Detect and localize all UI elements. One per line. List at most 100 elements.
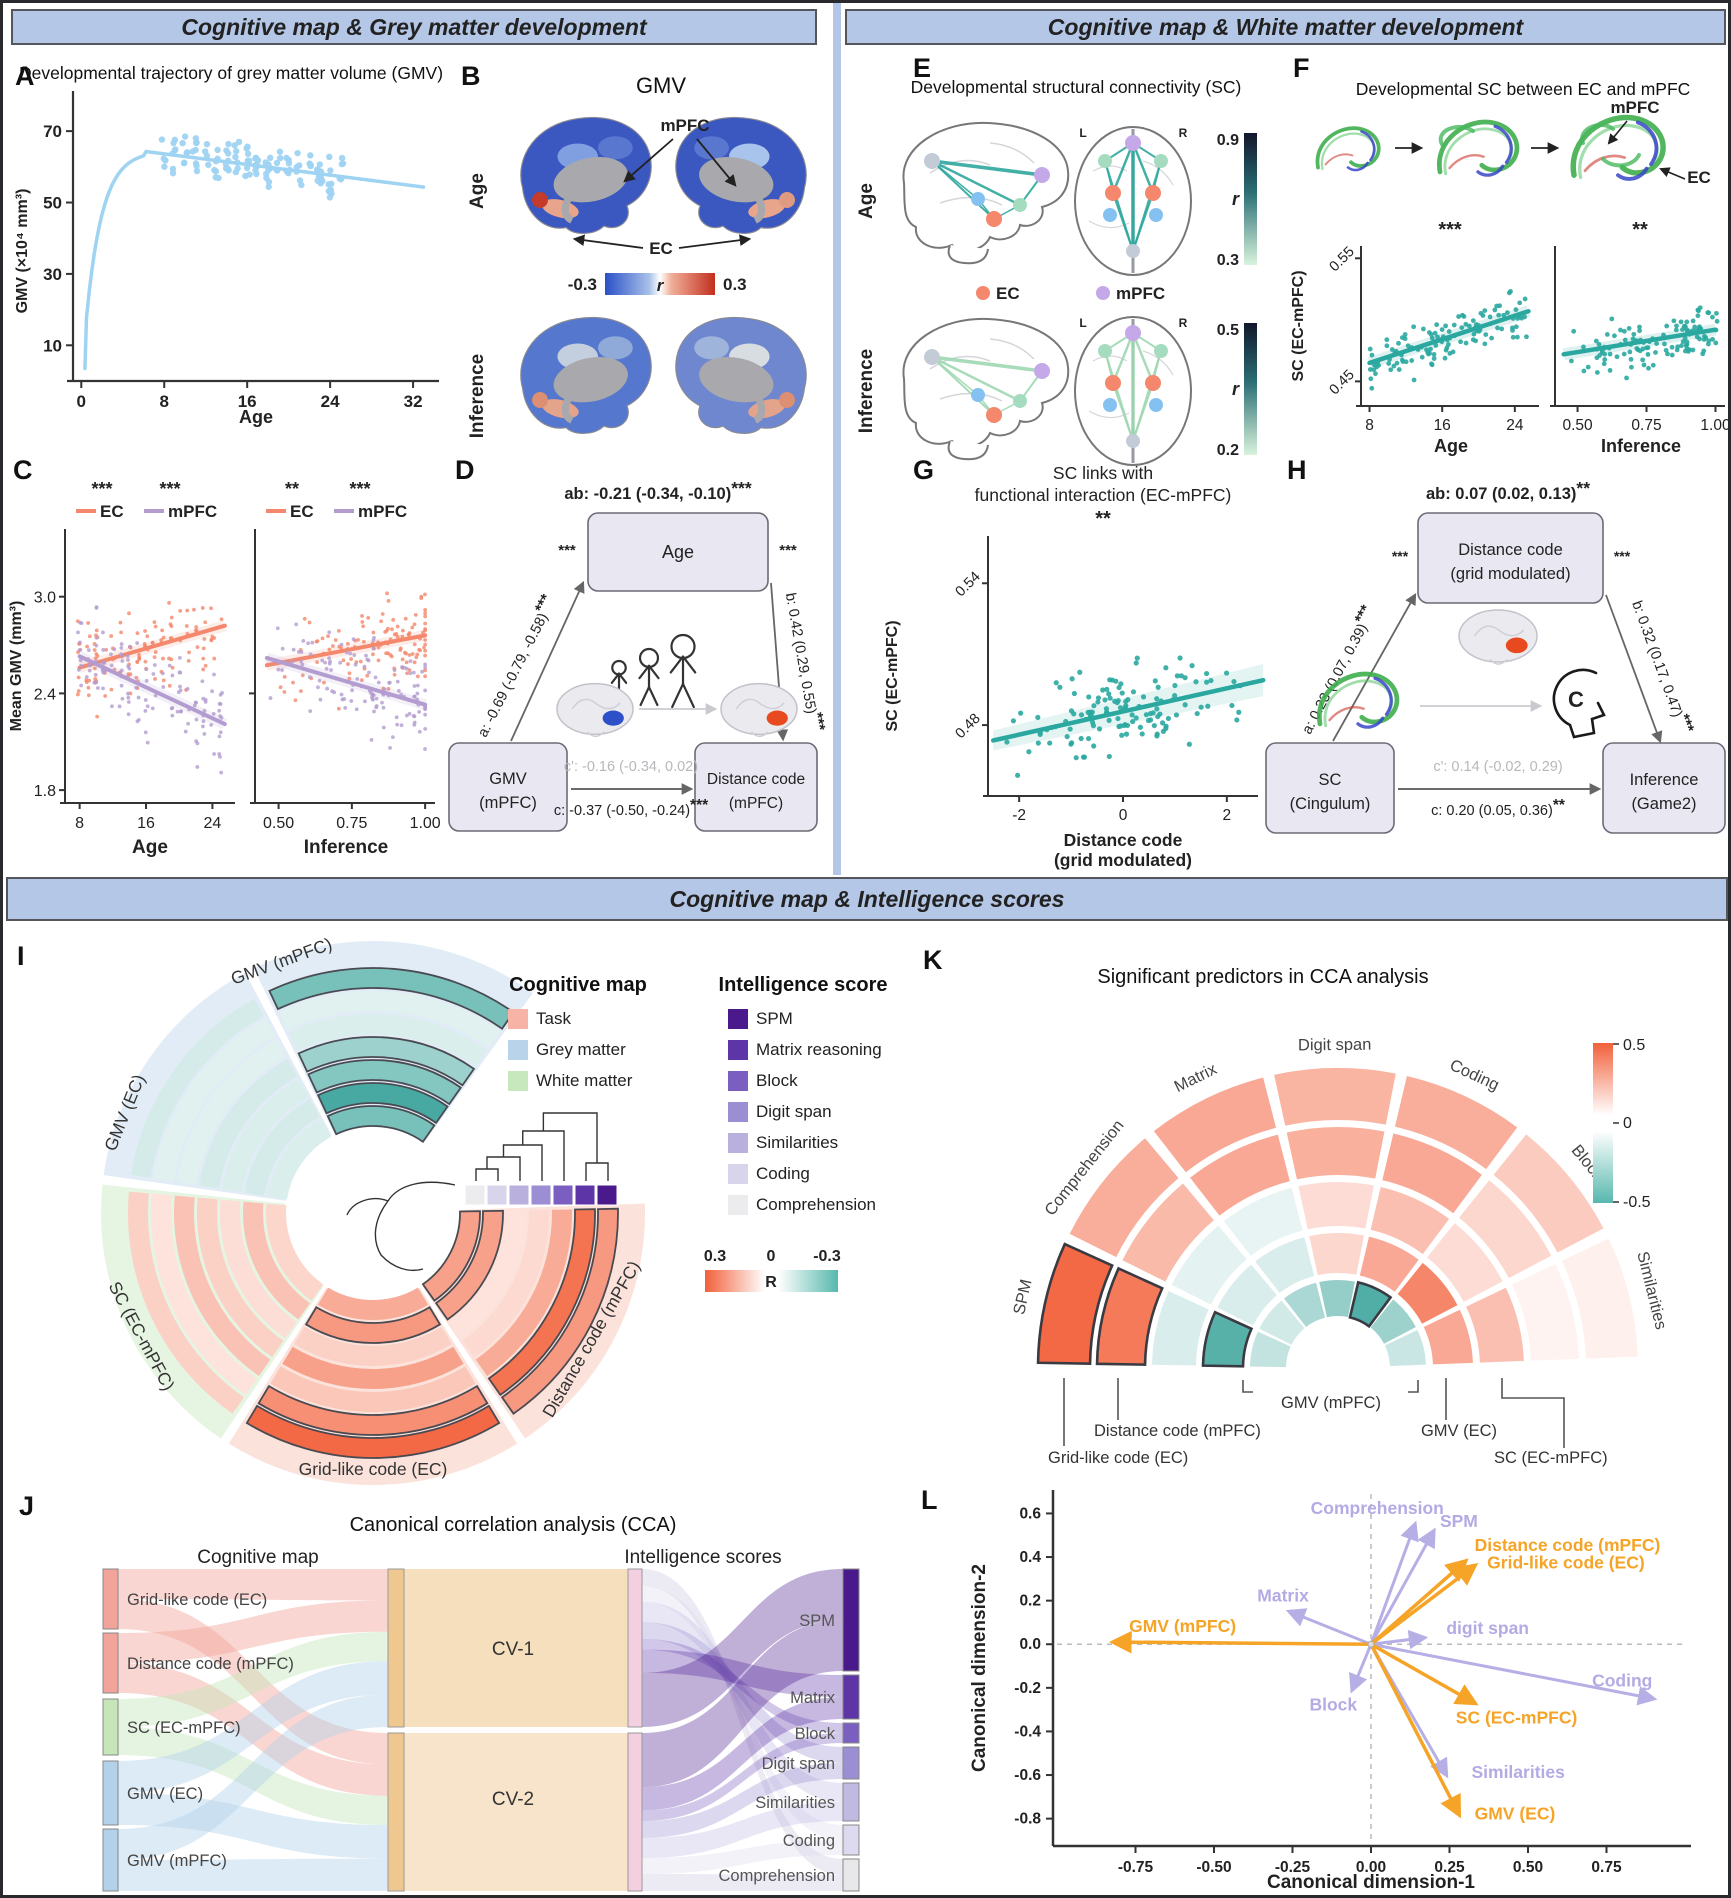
- svg-text:Canonical correlation analysis: Canonical correlation analysis (CCA): [350, 1514, 677, 1536]
- svg-text:SC (EC-mPFC): SC (EC-mPFC): [1456, 1707, 1578, 1727]
- svg-text:0.55: 0.55: [1327, 244, 1358, 275]
- svg-text:Inference: Inference: [304, 837, 388, 858]
- svg-text:16: 16: [238, 392, 257, 411]
- panel-d-letter: D: [455, 455, 475, 485]
- svg-text:C: C: [1568, 687, 1584, 712]
- svg-text:ab: -0.21 (-0.34, -0.10)***: ab: -0.21 (-0.34, -0.10)***: [564, 478, 752, 503]
- svg-text:**: **: [285, 479, 299, 499]
- svg-text:Grey matter: Grey matter: [536, 1040, 626, 1059]
- panel-c-letter: C: [13, 455, 33, 485]
- svg-text:10: 10: [43, 336, 62, 355]
- svg-text:0: 0: [1119, 807, 1128, 824]
- panel-k-letter: K: [923, 945, 943, 975]
- svg-text:0.50: 0.50: [263, 815, 294, 832]
- svg-text:Age: Age: [662, 542, 694, 562]
- svg-text:mPFC: mPFC: [1116, 284, 1165, 303]
- svg-text:Block: Block: [795, 1725, 836, 1743]
- panel-d-mediation: ab: -0.21 (-0.34, -0.10)*** Age GMV (mPFC) D…: [448, 478, 828, 832]
- svg-text:0: 0: [767, 1248, 776, 1265]
- panel-i-letter: I: [17, 941, 25, 971]
- svg-text:Coding: Coding: [783, 1832, 835, 1850]
- svg-text:-0.4: -0.4: [1014, 1723, 1041, 1740]
- svg-text:Mean GMV (mm³): Mean GMV (mm³): [8, 601, 25, 732]
- svg-text:0.50: 0.50: [1562, 417, 1593, 434]
- svg-text:0: 0: [1623, 1115, 1632, 1132]
- svg-text:SPM: SPM: [1010, 1278, 1035, 1317]
- svg-text:***: ***: [91, 479, 112, 499]
- svg-text:-0.75: -0.75: [1118, 1859, 1154, 1876]
- svg-text:Cognitive map: Cognitive map: [197, 1547, 318, 1568]
- svg-text:***: ***: [1614, 548, 1631, 564]
- svg-text:Block: Block: [756, 1071, 798, 1090]
- svg-text:R: R: [1179, 316, 1188, 330]
- svg-text:***: ***: [1392, 548, 1409, 564]
- svg-text:Similarities: Similarities: [756, 1133, 838, 1152]
- section-divider: [833, 3, 841, 875]
- panel-h-letter: H: [1287, 455, 1307, 485]
- svg-text:r: r: [657, 276, 665, 295]
- svg-text:Digit span: Digit span: [762, 1755, 835, 1773]
- svg-text:SC (EC-mPFC): SC (EC-mPFC): [1494, 1449, 1608, 1467]
- svg-text:Similarities: Similarities: [755, 1794, 835, 1812]
- svg-text:Age: Age: [1434, 436, 1468, 456]
- svg-text:Comprehension: Comprehension: [1311, 1498, 1444, 1518]
- svg-text:16: 16: [137, 815, 155, 832]
- header-white-matter-text: Cognitive map & White matter development: [1047, 13, 1524, 40]
- header-white-matter: Cognitive map & White matter development: [845, 9, 1726, 45]
- svg-text:0.3: 0.3: [1217, 252, 1239, 269]
- svg-text:SC: SC: [1319, 771, 1342, 789]
- svg-text:-0.3: -0.3: [813, 1248, 841, 1265]
- panel-a-chart: Developmental trajectory of grey matter …: [14, 63, 443, 427]
- svg-text:c: 0.20 (0.05, 0.36)**: c: 0.20 (0.05, 0.36)**: [1431, 797, 1566, 819]
- panel-e-connectivity: Developmental structural connectivity (S…: [856, 77, 1257, 466]
- svg-text:Distance code: Distance code: [1064, 830, 1183, 850]
- svg-text:functional interaction (EC-mPF: functional interaction (EC-mPFC): [975, 485, 1232, 505]
- svg-text:White matter: White matter: [536, 1071, 633, 1090]
- svg-text:0.3: 0.3: [704, 1248, 726, 1265]
- svg-text:Matrix reasoning: Matrix reasoning: [756, 1040, 882, 1059]
- svg-text:***: ***: [1438, 219, 1462, 241]
- svg-text:SC (EC-mPFC): SC (EC-mPFC): [884, 620, 901, 731]
- svg-text:Grid-like code (EC): Grid-like code (EC): [299, 1459, 448, 1479]
- panel-b-letter: B: [461, 61, 481, 91]
- svg-text:R: R: [1179, 126, 1188, 140]
- header-grey-matter: Cognitive map & Grey matter development: [11, 9, 817, 45]
- svg-text:Intelligence score: Intelligence score: [719, 974, 888, 996]
- svg-text:c': 0.14 (-0.02, 0.29): c': 0.14 (-0.02, 0.29): [1433, 759, 1562, 775]
- svg-text:EC: EC: [649, 239, 673, 258]
- panel-l-biplot: 0.6 0.4 0.2 0.0 -0.2 -0.4 -0.6 -0.8 -0.75 -0.50 -0…: [969, 1490, 1691, 1893]
- svg-text:0.50: 0.50: [1513, 1859, 1543, 1876]
- svg-text:GMV: GMV: [636, 73, 686, 98]
- svg-text:0.0: 0.0: [1019, 1636, 1041, 1653]
- svg-text:Inference: Inference: [1630, 771, 1699, 789]
- svg-text:R: R: [765, 1274, 777, 1291]
- svg-text:**: **: [1632, 219, 1648, 241]
- svg-text:-0.5: -0.5: [1623, 1194, 1651, 1211]
- svg-text:EC: EC: [1687, 168, 1711, 187]
- svg-text:c': -0.16 (-0.34, 0.02): c': -0.16 (-0.34, 0.02): [564, 759, 698, 775]
- svg-text:32: 32: [404, 392, 423, 411]
- svg-text:Distance code: Distance code: [707, 771, 805, 788]
- svg-text:Block: Block: [1309, 1694, 1357, 1714]
- svg-text:Distance code (mPFC): Distance code (mPFC): [1475, 1535, 1661, 1555]
- svg-text:ab: 0.07 (0.02, 0.13)**: ab: 0.07 (0.02, 0.13)**: [1426, 478, 1590, 503]
- svg-text:0.48: 0.48: [953, 711, 984, 742]
- svg-text:b: 0.32 (0.17, 0.47)***: b: 0.32 (0.17, 0.47)***: [1628, 597, 1697, 738]
- svg-text:Age: Age: [467, 173, 488, 209]
- svg-text:***: ***: [159, 479, 180, 499]
- svg-text:Age: Age: [856, 183, 877, 219]
- svg-text:0.75: 0.75: [1631, 417, 1661, 434]
- panel-l-letter: L: [921, 1485, 938, 1515]
- svg-text:Digit span: Digit span: [756, 1102, 832, 1121]
- svg-text:8: 8: [1365, 417, 1374, 434]
- svg-text:Matrix: Matrix: [790, 1689, 836, 1707]
- svg-text:Similarities: Similarities: [1633, 1250, 1670, 1332]
- svg-text:(mPFC): (mPFC): [729, 795, 783, 812]
- svg-text:Cognitive map: Cognitive map: [509, 974, 647, 996]
- header-intelligence: Cognitive map & Intelligence scores: [6, 877, 1728, 921]
- svg-text:-0.25: -0.25: [1275, 1859, 1311, 1876]
- svg-text:50: 50: [43, 194, 62, 213]
- svg-text:Matrix: Matrix: [1257, 1585, 1309, 1605]
- svg-text:EC: EC: [100, 502, 124, 521]
- svg-text:-0.3: -0.3: [568, 275, 597, 294]
